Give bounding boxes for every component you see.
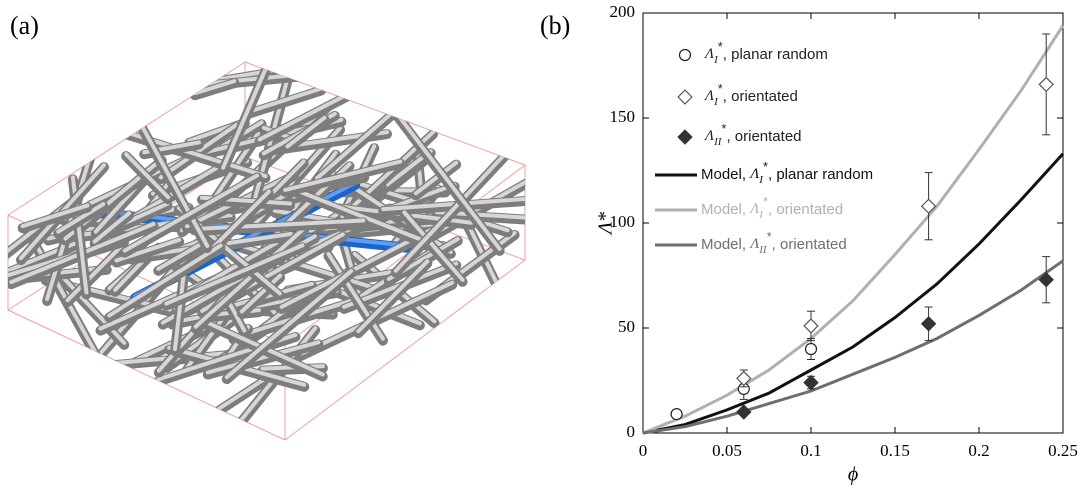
x-tick-label: 0.1 bbox=[800, 441, 821, 460]
fiber-highlight bbox=[396, 113, 502, 251]
fiber-highlight bbox=[205, 340, 321, 375]
marker bbox=[920, 316, 937, 332]
y-tick-label: 200 bbox=[610, 2, 636, 21]
panel-label: (a) bbox=[10, 11, 39, 40]
marker bbox=[803, 318, 819, 334]
fiber-highlight bbox=[224, 268, 354, 380]
marker bbox=[803, 374, 819, 391]
model-line bbox=[642, 24, 1065, 435]
legend-marker bbox=[677, 129, 693, 145]
fiber-highlight bbox=[172, 274, 186, 352]
fiber-highlight bbox=[92, 211, 131, 244]
legend-label: ΛI*, planar random bbox=[703, 39, 828, 65]
fiber-highlight bbox=[65, 242, 125, 303]
fiber-highlight bbox=[279, 228, 433, 309]
fiber-highlight bbox=[402, 210, 465, 282]
box-edge bbox=[7, 309, 286, 441]
y-tick-label: 0 bbox=[627, 422, 636, 441]
fiber-highlight bbox=[356, 259, 430, 334]
legend-marker bbox=[678, 48, 692, 62]
fiber-highlight bbox=[56, 202, 106, 234]
legend-label: Model, ΛII*, orientated bbox=[701, 229, 847, 255]
fiber-highlight bbox=[248, 86, 324, 114]
fiber-highlight bbox=[158, 122, 239, 180]
marker bbox=[1038, 271, 1054, 288]
fiber-highlight bbox=[124, 152, 171, 200]
chart: 0 0.05 0.1 0.15 0.2 0.25 0 50 100 150 200 ϕ Λ* ΛI*, p… bbox=[595, 2, 1078, 486]
legend-label: Model, ΛI*, orientated bbox=[701, 194, 843, 220]
marker bbox=[920, 198, 937, 214]
y-tick-label: 100 bbox=[610, 212, 636, 231]
fiber-highlight bbox=[393, 138, 520, 273]
legend-marker bbox=[677, 89, 693, 105]
fiber-highlight bbox=[130, 106, 210, 249]
fiber-highlight bbox=[193, 226, 307, 329]
marker bbox=[670, 408, 683, 421]
marker bbox=[736, 370, 752, 387]
fiber-highlight bbox=[107, 243, 223, 318]
fiber-highlight bbox=[285, 115, 327, 149]
y-tick-label: 50 bbox=[618, 317, 635, 336]
fiber-highlight bbox=[24, 225, 103, 365]
fiber-highlight bbox=[197, 218, 366, 231]
model-line bbox=[642, 152, 1065, 435]
fiber-highlight bbox=[289, 186, 422, 242]
fiber-highlight bbox=[413, 160, 459, 196]
y-tick-label: 150 bbox=[610, 107, 636, 126]
x-tick-label: 0.15 bbox=[880, 441, 910, 460]
fiber-highlight bbox=[283, 159, 403, 192]
model-line bbox=[642, 259, 1064, 435]
box-edge bbox=[284, 259, 526, 441]
marker bbox=[1038, 76, 1054, 93]
x-tick-label: 0.2 bbox=[968, 441, 989, 460]
fiber-highlight bbox=[239, 273, 283, 314]
fiber-highlight bbox=[122, 173, 260, 253]
legend-label: ΛI*, orientated bbox=[703, 81, 798, 107]
x-tick-label: 0.25 bbox=[1048, 441, 1078, 460]
y-axis-label: Λ* bbox=[595, 212, 617, 236]
legend-label: Model, ΛI*, planar random bbox=[701, 159, 873, 185]
fiber-highlight bbox=[221, 62, 272, 170]
panel-label: (b) bbox=[540, 11, 570, 40]
x-tick-label: 0.05 bbox=[712, 441, 742, 460]
legend-label: ΛII*, orientated bbox=[703, 121, 802, 147]
x-tick-label: 0 bbox=[639, 441, 648, 460]
fibers bbox=[8, 62, 525, 440]
fiber-highlight bbox=[192, 79, 237, 96]
fiber-highlight bbox=[164, 243, 305, 306]
marker bbox=[736, 404, 752, 420]
x-axis-label: ϕ bbox=[848, 464, 858, 486]
fiber-highlight bbox=[20, 203, 90, 229]
fiber-render bbox=[7, 61, 526, 441]
marker bbox=[804, 342, 818, 356]
